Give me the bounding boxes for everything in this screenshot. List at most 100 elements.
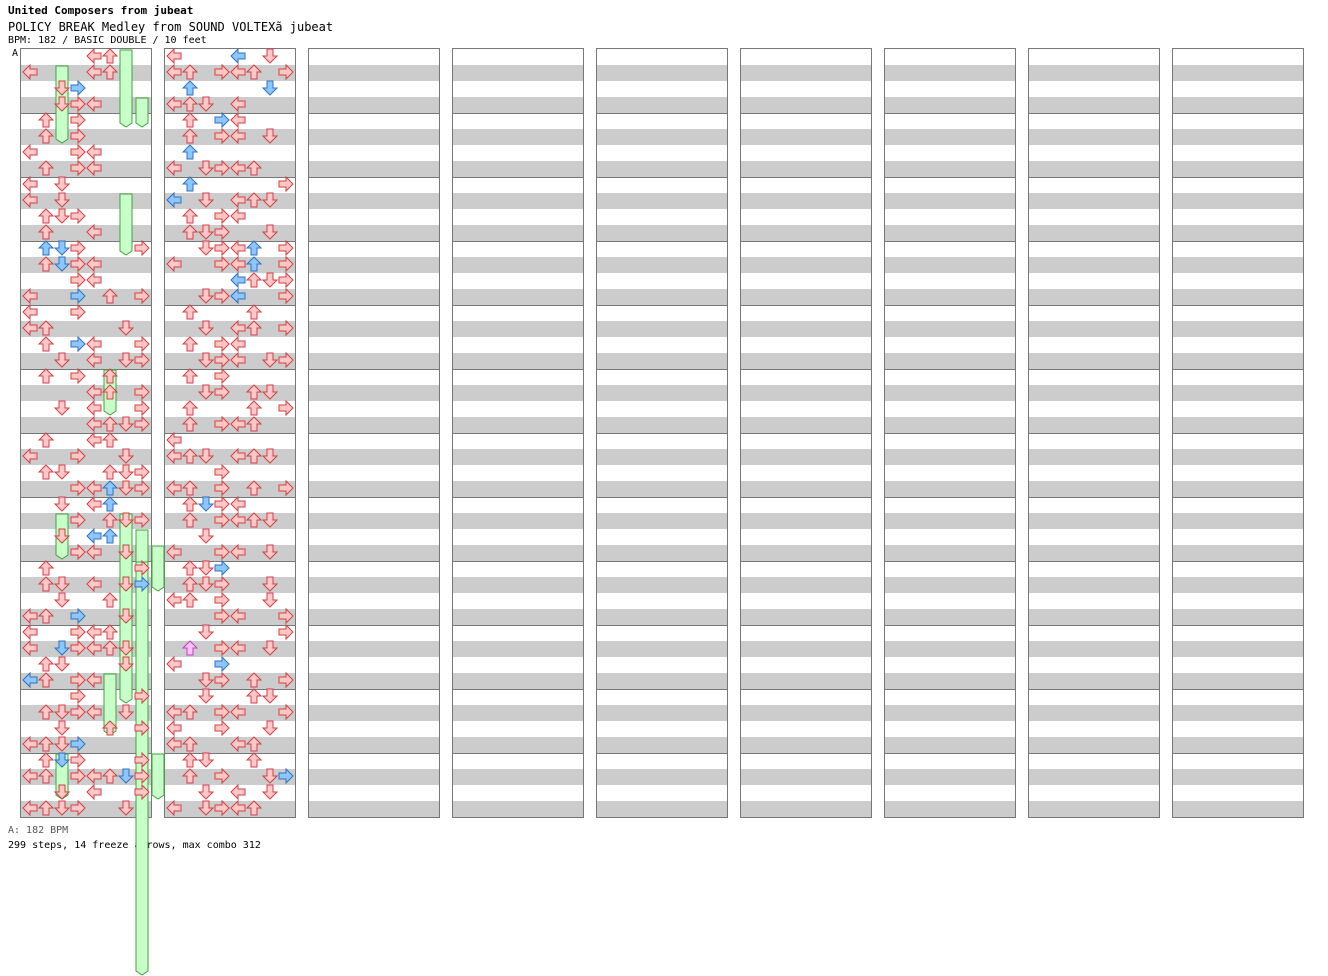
- measure-line: [741, 625, 871, 626]
- freeze-arrow: [119, 193, 133, 256]
- step-arrow-up: [53, 752, 71, 768]
- beat-band: [1029, 97, 1159, 113]
- step-arrow-up: [261, 784, 279, 800]
- measure-line: [597, 113, 727, 114]
- beat-band: [597, 97, 727, 113]
- step-arrow-left: [166, 735, 182, 753]
- beat-band: [21, 481, 151, 497]
- step-arrow-down: [245, 512, 263, 528]
- step-arrow-up: [53, 176, 71, 192]
- step-arrow-down: [181, 176, 199, 192]
- step-arrow-down: [101, 64, 119, 80]
- beat-band: [1029, 193, 1159, 209]
- step-arrow-right: [70, 799, 86, 817]
- step-arrow-up: [197, 240, 215, 256]
- measure-line: [165, 177, 295, 178]
- step-arrow-right: [134, 463, 150, 481]
- step-arrow-down: [101, 464, 119, 480]
- step-arrow-down: [181, 368, 199, 384]
- beat-band: [309, 513, 439, 529]
- step-arrow-left: [86, 415, 102, 433]
- step-arrow-right: [70, 255, 86, 273]
- measure-line: [885, 753, 1015, 754]
- step-arrow-up: [261, 512, 279, 528]
- step-arrow-up: [261, 688, 279, 704]
- step-arrow-left: [230, 127, 246, 145]
- step-arrow-up: [53, 640, 71, 656]
- step-arrow-down: [181, 512, 199, 528]
- step-arrow-down: [245, 800, 263, 816]
- step-arrow-down: [101, 48, 119, 64]
- step-arrow-left: [166, 703, 182, 721]
- step-arrow-up: [197, 688, 215, 704]
- step-arrow-left: [86, 767, 102, 785]
- measure-line: [309, 305, 439, 306]
- step-arrow-left: [230, 239, 246, 257]
- step-arrow-down: [101, 592, 119, 608]
- step-arrow-up: [117, 640, 135, 656]
- step-arrow-right: [70, 79, 86, 97]
- step-arrow-right: [214, 543, 230, 561]
- beat-band: [741, 609, 871, 625]
- step-arrow-right: [70, 767, 86, 785]
- step-arrow-down: [101, 480, 119, 496]
- beat-band: [1029, 513, 1159, 529]
- step-arrow-up: [261, 640, 279, 656]
- measure-line: [165, 113, 295, 114]
- step-arrow-left: [86, 95, 102, 113]
- measure-line: [165, 561, 295, 562]
- step-arrow-down: [181, 80, 199, 96]
- measure-line: [597, 241, 727, 242]
- beat-band: [597, 801, 727, 817]
- beat-band: [165, 353, 295, 369]
- beat-band: [21, 641, 151, 657]
- measure-line: [741, 305, 871, 306]
- step-arrow-down: [37, 112, 55, 128]
- beat-band: [165, 609, 295, 625]
- step-arrow-left: [166, 191, 182, 209]
- step-arrow-right: [214, 767, 230, 785]
- step-arrow-down: [181, 736, 199, 752]
- beat-band: [309, 769, 439, 785]
- beat-band: [21, 417, 151, 433]
- step-arrow-right: [134, 575, 150, 593]
- step-arrow-down: [37, 608, 55, 624]
- step-arrow-down: [245, 320, 263, 336]
- step-arrow-up: [53, 720, 71, 736]
- measure-line: [741, 753, 871, 754]
- beat-band: [597, 577, 727, 593]
- measure-line: [21, 433, 151, 434]
- beat-band: [165, 193, 295, 209]
- beat-band: [309, 545, 439, 561]
- beat-band: [21, 609, 151, 625]
- measure-line: [885, 433, 1015, 434]
- step-arrow-left: [86, 783, 102, 801]
- beat-band: [165, 737, 295, 753]
- step-arrow-right: [214, 255, 230, 273]
- beat-band: [165, 161, 295, 177]
- measure-line: [21, 241, 151, 242]
- beat-band: [741, 353, 871, 369]
- chart-column: [164, 48, 296, 818]
- step-arrow-down: [101, 288, 119, 304]
- beat-band: [741, 257, 871, 273]
- step-arrow-up: [261, 544, 279, 560]
- measure-line: [21, 369, 151, 370]
- beat-band: [885, 673, 1015, 689]
- beat-band: [165, 545, 295, 561]
- step-arrow-left: [230, 207, 246, 225]
- beat-band: [597, 129, 727, 145]
- beat-band: [21, 705, 151, 721]
- beat-band: [741, 449, 871, 465]
- step-arrow-right: [214, 495, 230, 513]
- beat-band: [21, 801, 151, 817]
- step-arrow-up: [117, 512, 135, 528]
- beat-band: [741, 737, 871, 753]
- chart-column: [740, 48, 872, 818]
- measure-line: [741, 433, 871, 434]
- beat-band: [165, 225, 295, 241]
- step-arrow-left: [22, 735, 38, 753]
- step-arrow-left: [166, 655, 182, 673]
- beat-band: [21, 289, 151, 305]
- beat-band: [1029, 161, 1159, 177]
